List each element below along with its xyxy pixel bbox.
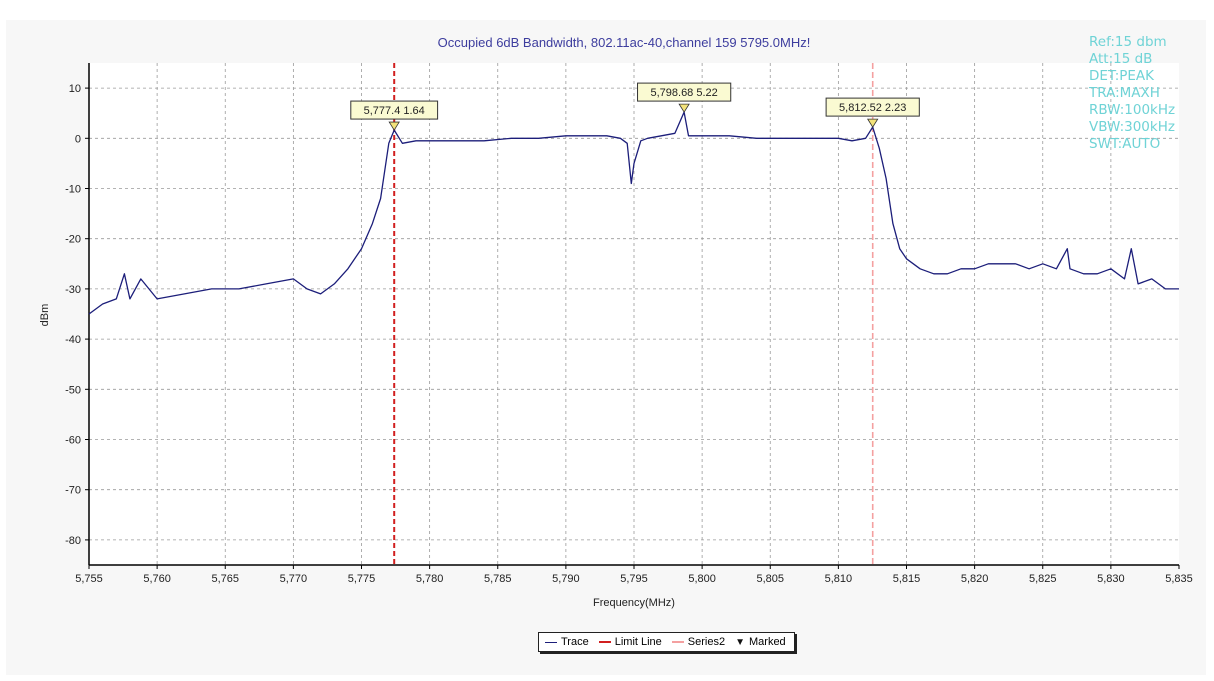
chart-frame: 5,755 5,760 5,765 5,770 5,775 5,780 5,785 5,790… [6,20,1206,675]
x-tick-label: 5,760 [143,573,171,585]
analyzer-settings: Ref:15 dbm Att:15 dB DET:PEAK TRA:MAXH R… [1089,34,1175,153]
x-tick-label: 5,820 [961,573,989,585]
legend-item-trace: Trace [545,636,589,648]
x-tick-label: 5,795 [620,573,648,585]
legend-label-limit-line: Limit Line [614,636,662,648]
marker-triangle-icon: ▼ [735,636,745,648]
legend-label-trace: Trace [561,636,589,648]
x-tick-label: 5,765 [211,573,239,585]
setting-tra: TRA:MAXH [1089,85,1160,101]
x-tick-label: 5,830 [1097,573,1125,585]
y-tick-label: -80 [65,535,81,547]
x-tick-label: 5,755 [75,573,103,585]
marker-triangle [388,121,400,131]
x-tick-label: 5,775 [348,573,376,585]
marker-value-box [825,97,920,117]
x-tick-label: 5,770 [280,573,308,585]
y-tick-label: -20 [65,234,81,246]
y-tick-label: -60 [65,435,81,447]
x-tick-label: 5,800 [688,573,716,585]
plot-area [89,63,1179,565]
chart-title: Occupied 6dB Bandwidth, 802.11ac-40,chan… [438,35,811,50]
y-tick-label: -40 [65,334,81,346]
y-tick-label: 0 [75,133,81,145]
marker-triangle [678,103,690,113]
x-tick-label: 5,805 [756,573,784,585]
marker-value-label: 5,798.68 5.22 [650,87,717,99]
setting-att: Att:15 dB [1089,51,1153,67]
chart-legend: Trace Limit Line Series2 ▼ Marked [538,632,795,652]
x-tick-label: 5,815 [893,573,921,585]
x-axis-label: Frequency(MHz) [593,597,675,609]
x-tick-label: 5,825 [1029,573,1057,585]
setting-det: DET:PEAK [1089,68,1154,84]
marker-value-box [637,82,732,102]
marker-value-label: 5,812.52 2.23 [839,102,906,114]
y-tick-label: -30 [65,284,81,296]
legend-swatch-series2 [671,641,684,643]
y-tick-label: 10 [69,83,81,95]
setting-swt: SWT:AUTO [1089,136,1161,152]
x-tick-label: 5,790 [552,573,580,585]
y-tick-label: -50 [65,384,81,396]
x-tick-label: 5,835 [1165,573,1193,585]
setting-vbw: VBW:300kHz [1089,119,1175,135]
legend-swatch-trace [545,641,557,643]
x-tick-label: 5,780 [416,573,444,585]
trace-line [88,111,1179,315]
marker-value-label: 5,777.4 1.64 [364,105,425,117]
legend-swatch-limit-line [598,641,611,643]
y-tick-label: -70 [65,485,81,497]
legend-label-series2: Series2 [687,636,726,648]
setting-ref: Ref:15 dbm [1089,34,1167,50]
marker-triangle [866,118,879,128]
y-axis-label: dBm [39,304,51,327]
x-tick-label: 5,810 [825,573,853,585]
x-tick-label: 5,785 [484,573,512,585]
legend-item-series2: Series2 [671,636,726,648]
chart: 5,755 5,760 5,765 5,770 5,775 5,780 5,785 5,790… [39,35,1193,609]
marker-value-box [350,100,439,120]
legend-label-marked: Marked [749,636,786,648]
setting-rbw: RBW:100kHz [1089,102,1176,118]
legend-item-marked: ▼ Marked [735,636,786,648]
y-tick-label: -10 [65,184,81,196]
legend-item-limit-line: Limit Line [598,636,662,648]
